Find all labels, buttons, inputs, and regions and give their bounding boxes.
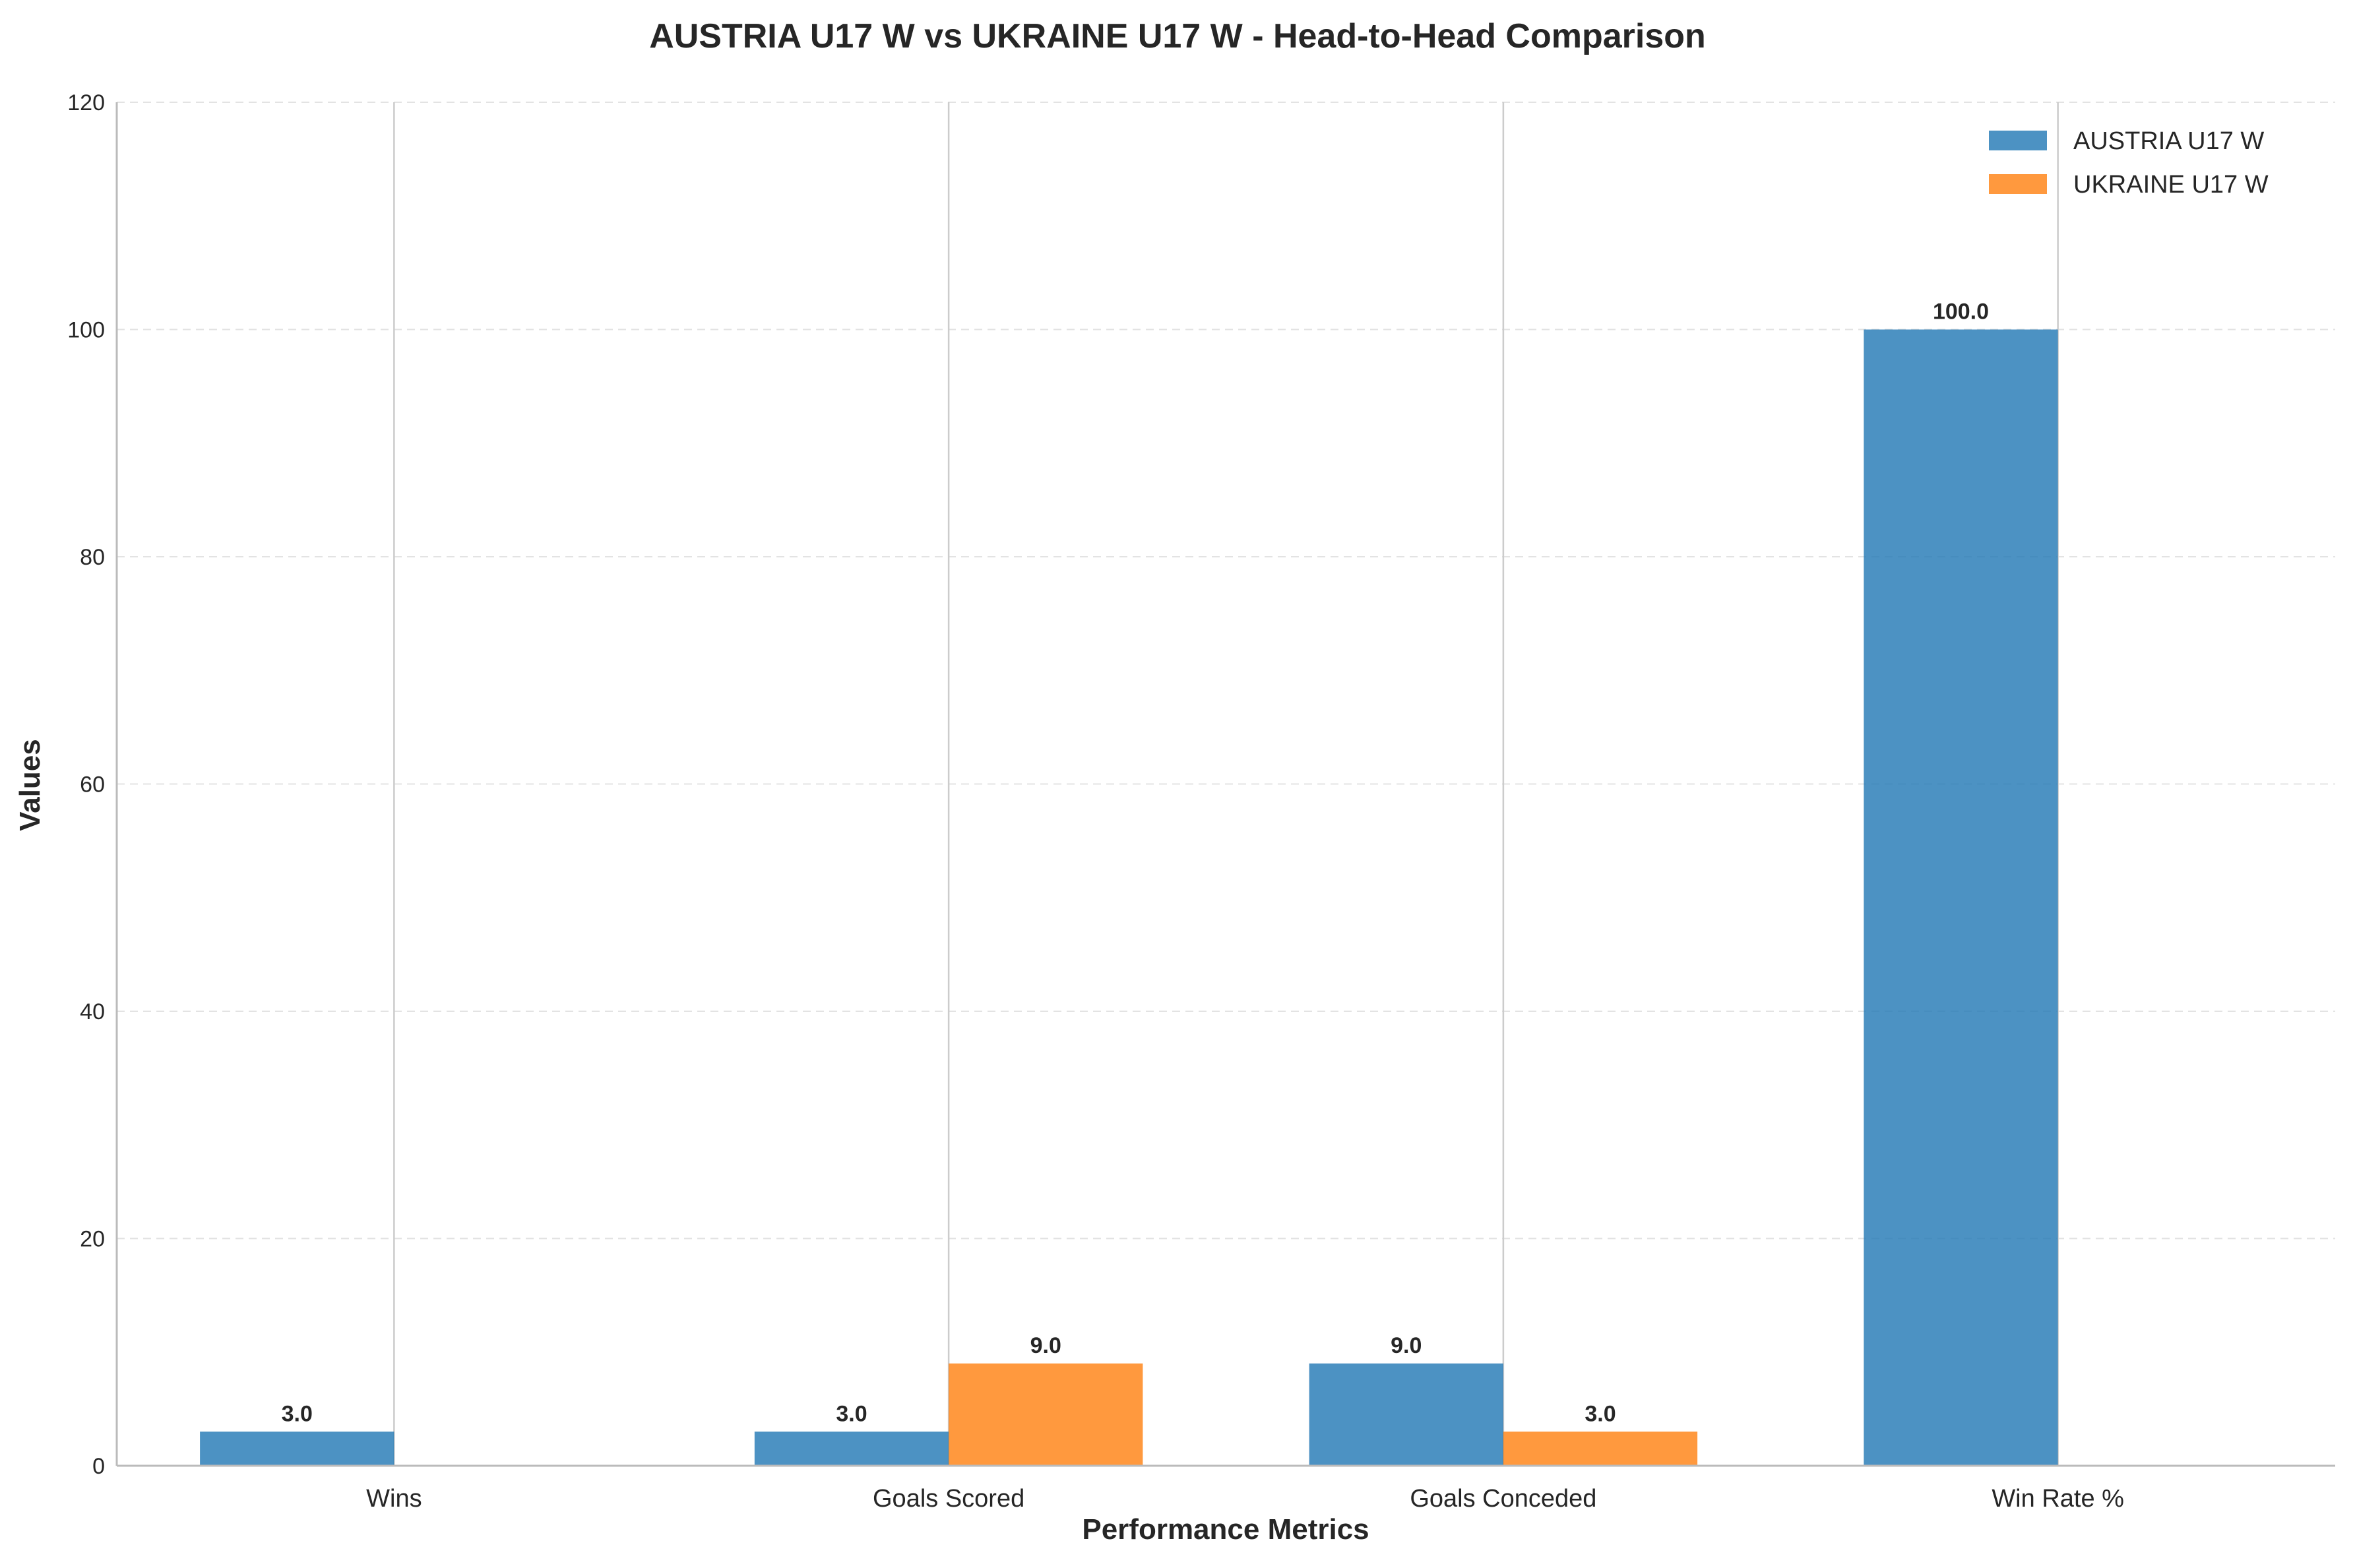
- x-axis-title: Performance Metrics: [1082, 1513, 1369, 1546]
- bar-austria: [1864, 329, 2058, 1466]
- y-tick-label: 40: [80, 999, 105, 1024]
- x-tick-label: Win Rate %: [1992, 1485, 2124, 1513]
- y-tick-label: 80: [80, 545, 105, 570]
- labels: 3.0 3.0 9.0 100.0 9.0 3.0: [282, 299, 1989, 1427]
- legend-swatch: [1989, 131, 2047, 150]
- y-tick-label: 0: [92, 1454, 105, 1479]
- legend-label: UKRAINE U17 W: [2073, 171, 2269, 199]
- data-label: 3.0: [836, 1401, 867, 1426]
- y-tick-label: 20: [80, 1227, 105, 1252]
- chart-title: AUSTRIA U17 W vs UKRAINE U17 W - Head-to…: [649, 17, 1706, 55]
- bars: [200, 329, 2058, 1466]
- bar-ukraine: [949, 1363, 1143, 1466]
- bar-austria: [754, 1431, 949, 1466]
- y-tick-label: 100: [67, 318, 105, 343]
- bar-austria: [1309, 1363, 1503, 1466]
- bar-austria: [200, 1431, 394, 1466]
- legend-swatch: [1989, 174, 2047, 194]
- data-label: 9.0: [1391, 1333, 1422, 1358]
- y-axis-title: Values: [14, 739, 46, 831]
- legend-label: AUSTRIA U17 W: [2073, 127, 2264, 155]
- x-tick-label: Wins: [366, 1485, 422, 1513]
- x-tick-label: Goals Scored: [873, 1485, 1024, 1513]
- axes: 0 20 40 60 80 100 120 Wins Goals Scored Goals Con…: [67, 90, 2335, 1513]
- y-tick-label: 120: [67, 90, 105, 115]
- bar-ukraine: [1503, 1431, 1698, 1466]
- data-label: 100.0: [1933, 299, 1989, 325]
- x-tick-label: Goals Conceded: [1410, 1485, 1596, 1513]
- legend: AUSTRIA U17 W UKRAINE U17 W: [1989, 127, 2269, 199]
- data-label: 9.0: [1030, 1333, 1061, 1358]
- data-label: 3.0: [1585, 1401, 1616, 1426]
- data-label: 3.0: [282, 1401, 313, 1426]
- y-tick-label: 60: [80, 772, 105, 798]
